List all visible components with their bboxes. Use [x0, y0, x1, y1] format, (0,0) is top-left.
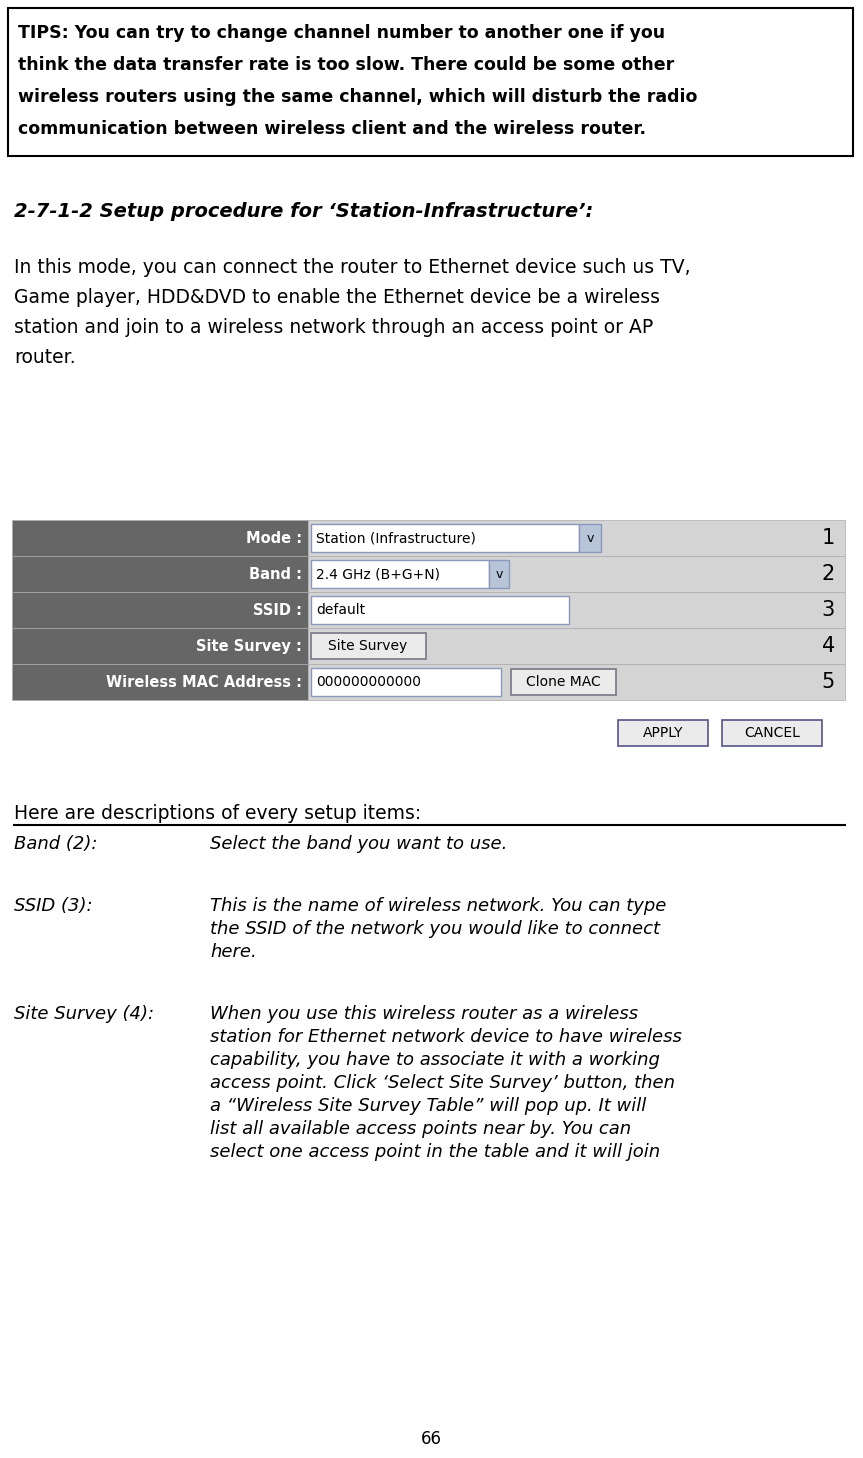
- Text: select one access point in the table and it will join: select one access point in the table and…: [210, 1143, 660, 1161]
- Text: APPLY: APPLY: [643, 726, 683, 741]
- Text: a “Wireless Site Survey Table” will pop up. It will: a “Wireless Site Survey Table” will pop …: [210, 1096, 646, 1115]
- Text: Band (2):: Band (2):: [14, 835, 98, 853]
- Bar: [8, 7, 853, 156]
- Text: Site Survey (4):: Site Survey (4):: [14, 1005, 154, 1024]
- Bar: [311, 560, 489, 588]
- Text: Station (Infrastructure): Station (Infrastructure): [316, 531, 476, 545]
- Text: SSID (3):: SSID (3):: [14, 897, 92, 916]
- Bar: [308, 555, 845, 592]
- Bar: [12, 628, 308, 663]
- Text: communication between wireless client and the wireless router.: communication between wireless client an…: [18, 120, 646, 139]
- Bar: [308, 663, 845, 700]
- Bar: [12, 521, 308, 555]
- Bar: [489, 560, 509, 588]
- Text: This is the name of wireless network. You can type: This is the name of wireless network. Yo…: [210, 897, 666, 916]
- Text: TIPS: You can try to change channel number to another one if you: TIPS: You can try to change channel numb…: [18, 23, 665, 42]
- Bar: [308, 521, 845, 555]
- Bar: [722, 720, 822, 746]
- Text: default: default: [316, 604, 365, 617]
- Text: Site Survey: Site Survey: [329, 639, 407, 653]
- Bar: [12, 592, 308, 628]
- Text: router.: router.: [14, 348, 76, 367]
- Text: 2: 2: [822, 564, 835, 585]
- Text: Mode :: Mode :: [246, 531, 302, 545]
- Text: wireless routers using the same channel, which will disturb the radio: wireless routers using the same channel,…: [18, 87, 697, 106]
- Text: Here are descriptions of every setup items:: Here are descriptions of every setup ite…: [14, 803, 421, 822]
- Bar: [579, 523, 601, 553]
- Text: 000000000000: 000000000000: [316, 675, 421, 690]
- Bar: [311, 523, 579, 553]
- Text: v: v: [495, 567, 502, 580]
- Text: Game player, HDD&DVD to enable the Ethernet device be a wireless: Game player, HDD&DVD to enable the Ether…: [14, 289, 660, 308]
- Bar: [311, 596, 569, 624]
- Text: 1: 1: [822, 528, 835, 548]
- Text: Clone MAC: Clone MAC: [526, 675, 601, 690]
- Text: station and join to a wireless network through an access point or AP: station and join to a wireless network t…: [14, 318, 653, 337]
- Text: 4: 4: [822, 636, 835, 656]
- Text: station for Ethernet network device to have wireless: station for Ethernet network device to h…: [210, 1028, 682, 1045]
- Bar: [12, 555, 308, 592]
- Text: v: v: [586, 532, 594, 544]
- Text: 66: 66: [421, 1430, 442, 1448]
- Text: Band :: Band :: [249, 567, 302, 582]
- Bar: [12, 663, 308, 700]
- Text: access point. Click ‘Select Site Survey’ button, then: access point. Click ‘Select Site Survey’…: [210, 1075, 675, 1092]
- Text: 2-7-1-2 Setup procedure for ‘Station-Infrastructure’:: 2-7-1-2 Setup procedure for ‘Station-Inf…: [14, 203, 593, 222]
- Text: SSID :: SSID :: [253, 602, 302, 618]
- Text: here.: here.: [210, 943, 257, 961]
- Bar: [311, 668, 501, 695]
- Text: Wireless MAC Address :: Wireless MAC Address :: [106, 675, 302, 690]
- Text: In this mode, you can connect the router to Ethernet device such us TV,: In this mode, you can connect the router…: [14, 258, 690, 277]
- Text: 2.4 GHz (B+G+N): 2.4 GHz (B+G+N): [316, 567, 440, 580]
- Bar: [511, 669, 616, 695]
- Text: Site Survey :: Site Survey :: [196, 639, 302, 653]
- Bar: [618, 720, 708, 746]
- Text: When you use this wireless router as a wireless: When you use this wireless router as a w…: [210, 1005, 638, 1024]
- Text: CANCEL: CANCEL: [744, 726, 800, 741]
- Text: 3: 3: [822, 601, 835, 620]
- Bar: [311, 633, 426, 659]
- Bar: [308, 592, 845, 628]
- Text: Select the band you want to use.: Select the band you want to use.: [210, 835, 507, 853]
- Text: the SSID of the network you would like to connect: the SSID of the network you would like t…: [210, 920, 660, 937]
- Bar: [308, 628, 845, 663]
- Text: capability, you have to associate it with a working: capability, you have to associate it wit…: [210, 1051, 660, 1069]
- Text: think the data transfer rate is too slow. There could be some other: think the data transfer rate is too slow…: [18, 55, 674, 74]
- Text: 5: 5: [822, 672, 835, 693]
- Text: list all available access points near by. You can: list all available access points near by…: [210, 1120, 631, 1139]
